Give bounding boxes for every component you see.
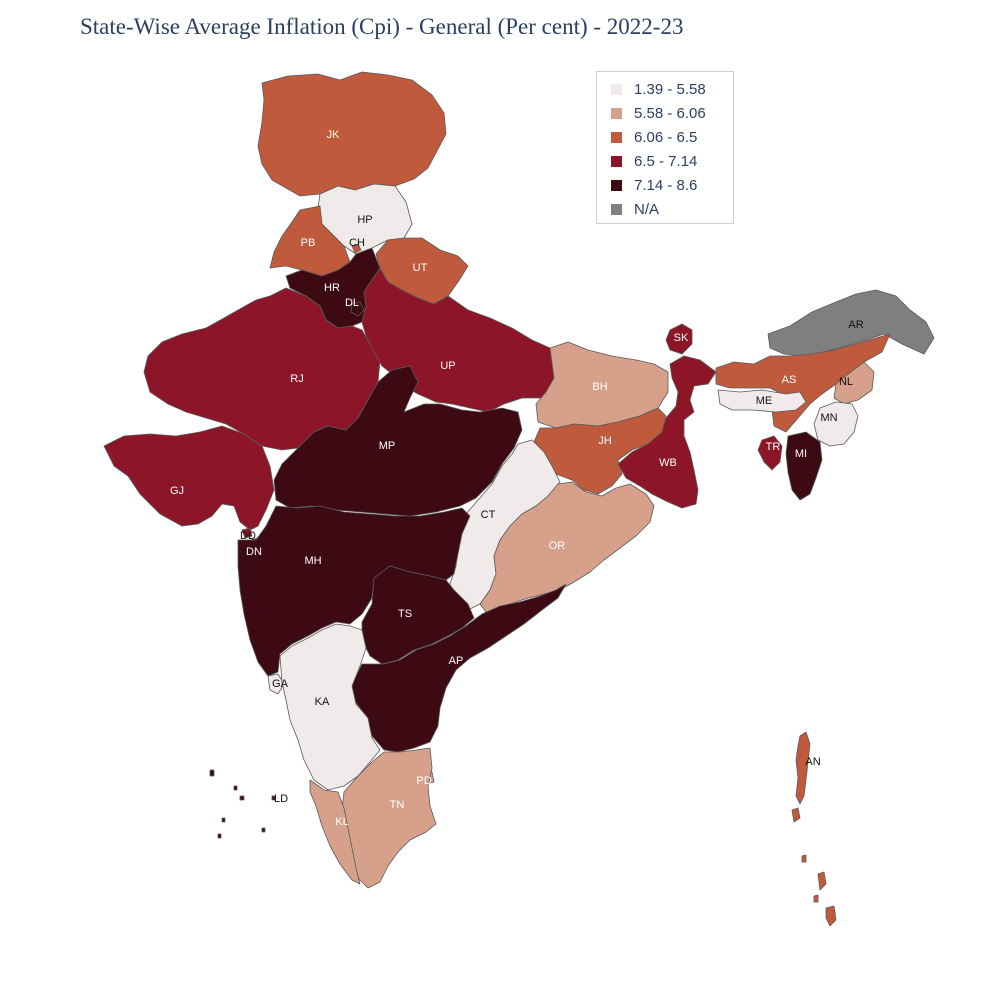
state-JK[interactable] [257, 71, 447, 197]
state-label-LD: LD [274, 793, 288, 805]
map-title: State-Wise Average Inflation (Cpi) - Gen… [80, 14, 684, 39]
state-label-AP: AP [449, 655, 464, 667]
state-label-PD: PD [416, 775, 431, 787]
state-label-TN: TN [390, 799, 405, 811]
legend-label: N/A [634, 200, 660, 218]
legend-label: 6.5 - 7.14 [634, 152, 698, 170]
state-label-AS: AS [782, 374, 797, 386]
state-label-KA: KA [315, 696, 330, 708]
state-label-JK: JK [327, 129, 341, 141]
state-KL[interactable] [309, 779, 361, 885]
legend-item[interactable]: 7.14 - 8.6 [597, 173, 733, 197]
state-GJ[interactable] [103, 425, 275, 531]
state-label-TS: TS [398, 608, 412, 620]
legend-swatch [611, 107, 622, 119]
state-MN[interactable] [813, 401, 859, 447]
state-label-PB: PB [301, 237, 316, 249]
legend-label: 6.06 - 6.5 [634, 128, 698, 146]
legend-swatch [611, 155, 622, 167]
state-label-SK: SK [674, 332, 689, 344]
state-label-NL: NL [839, 376, 853, 388]
state-label-TR: TR [766, 441, 781, 453]
state-label-CT: CT [481, 509, 496, 521]
state-GA[interactable] [267, 673, 285, 695]
legend-swatch [611, 203, 622, 215]
state-label-GJ: GJ [170, 485, 184, 497]
legend-item[interactable]: 5.58 - 6.06 [597, 101, 733, 125]
state-label-AN: AN [805, 756, 820, 768]
state-label-MI: MI [795, 448, 807, 460]
state-label-OR: OR [549, 540, 566, 552]
state-label-AR: AR [848, 319, 863, 331]
legend-swatch [611, 131, 622, 143]
state-label-HR: HR [324, 282, 340, 294]
state-label-ME: ME [756, 395, 773, 407]
legend-swatch [611, 83, 622, 95]
legend-item[interactable]: 6.06 - 6.5 [597, 125, 733, 149]
state-label-DN: DN [246, 546, 262, 558]
state-label-HP: HP [357, 214, 372, 226]
legend-item[interactable]: 6.5 - 7.14 [597, 149, 733, 173]
state-MI[interactable] [785, 431, 823, 501]
state-label-GA: GA [272, 678, 289, 690]
state-DD[interactable] [241, 527, 253, 539]
state-CH[interactable] [351, 243, 362, 254]
state-DL[interactable] [350, 301, 365, 317]
legend-label: 5.58 - 6.06 [634, 104, 706, 122]
state-label-WB: WB [659, 457, 677, 469]
state-ME[interactable] [717, 389, 807, 413]
legend-swatch [611, 179, 622, 191]
state-label-DL: DL [345, 297, 359, 309]
legend-item[interactable]: 1.39 - 5.58 [597, 77, 733, 101]
state-label-RJ: RJ [290, 373, 303, 385]
legend-label: 7.14 - 8.6 [634, 176, 698, 194]
state-label-KL: KL [335, 816, 348, 828]
state-AP[interactable] [351, 583, 567, 753]
state-TR[interactable] [757, 435, 783, 471]
state-label-CH: CH [349, 237, 365, 249]
state-label-MN: MN [820, 412, 837, 424]
state-label-BH: BH [592, 381, 607, 393]
state-WB[interactable] [617, 355, 717, 509]
legend-item[interactable]: N/A [597, 197, 733, 221]
state-label-UP: UP [440, 360, 455, 372]
legend-label: 1.39 - 5.58 [634, 80, 706, 98]
state-KA[interactable] [279, 623, 381, 791]
legend: 1.39 - 5.58 5.58 - 6.06 6.06 - 6.5 6.5 - 7.… [596, 71, 734, 224]
state-label-UT: UT [413, 262, 428, 274]
state-MP[interactable] [273, 365, 523, 517]
state-AN[interactable] [791, 731, 837, 927]
state-label-JH: JH [598, 435, 612, 447]
state-label-MP: MP [379, 440, 396, 452]
state-label-DD: DD [240, 530, 256, 542]
state-label-MH: MH [304, 555, 321, 567]
state-LD[interactable] [209, 769, 276, 839]
state-NL[interactable] [833, 361, 875, 405]
state-SK[interactable] [665, 323, 693, 355]
